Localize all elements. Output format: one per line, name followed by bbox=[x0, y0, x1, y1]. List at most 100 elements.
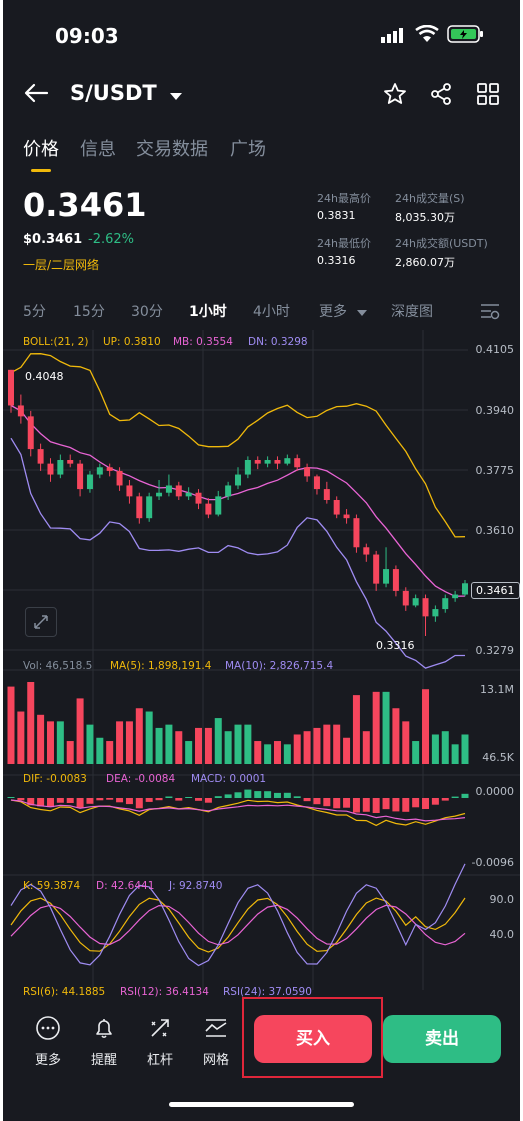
low-marker-label: 0.3316 bbox=[376, 639, 415, 652]
vol-ma5: MA(5): 1,898,191.4 bbox=[110, 660, 212, 672]
macd-bar bbox=[76, 798, 84, 808]
volume-bar bbox=[86, 724, 94, 764]
bottom-grid[interactable]: 网格 bbox=[193, 1015, 239, 1068]
volume-bar bbox=[204, 727, 212, 764]
macd-bar bbox=[195, 798, 203, 801]
home-indicator bbox=[169, 1102, 354, 1107]
macd-bar bbox=[293, 796, 301, 798]
macd-bar bbox=[224, 794, 232, 798]
volume-bar bbox=[96, 737, 104, 764]
candle-body bbox=[57, 460, 64, 475]
candle-body bbox=[264, 460, 271, 464]
low-label: 24h最低价 bbox=[317, 237, 371, 250]
timeframe-depth[interactable]: 深度图 bbox=[391, 304, 433, 320]
macd-bar bbox=[204, 798, 212, 803]
leverage-icon bbox=[147, 1019, 173, 1045]
tab-trading-data[interactable]: 交易数据 bbox=[136, 139, 208, 160]
volume-bar bbox=[17, 711, 25, 764]
boll-name: BOLL:(21, 2) bbox=[23, 336, 89, 348]
candle-body bbox=[195, 492, 202, 504]
volume-bar bbox=[56, 721, 64, 764]
candle-body bbox=[274, 460, 281, 464]
candle-body bbox=[77, 463, 84, 490]
network-tag[interactable]: 一层/二层网络 bbox=[23, 258, 100, 272]
macd-bar bbox=[323, 798, 331, 807]
sell-button[interactable]: 卖出 bbox=[383, 1015, 501, 1063]
fullscreen-icon[interactable] bbox=[25, 607, 57, 637]
timeframe-30m[interactable]: 30分 bbox=[131, 304, 163, 320]
volume-bar bbox=[323, 724, 331, 764]
app-screen: 09:03 S/USDT 价格 信息 交易数据 广场 0.3461 $0.346… bbox=[3, 0, 520, 1121]
candle-body bbox=[432, 609, 439, 617]
bottom-leverage[interactable]: 杠杆 bbox=[137, 1015, 183, 1068]
kline-chart[interactable] bbox=[3, 330, 520, 990]
pair-selector[interactable]: S/USDT bbox=[70, 81, 182, 105]
volume-bar bbox=[264, 744, 272, 764]
candle-body bbox=[235, 474, 241, 486]
grid-menu-icon[interactable] bbox=[476, 82, 500, 110]
macd-bar bbox=[7, 797, 15, 798]
candle-body bbox=[146, 496, 153, 519]
candle-body bbox=[323, 489, 330, 500]
candle-body bbox=[392, 569, 399, 591]
tab-square[interactable]: 广场 bbox=[230, 139, 266, 160]
macd-bar bbox=[37, 798, 45, 807]
vol-label: 24h成交量(S) bbox=[395, 192, 465, 205]
candle-body bbox=[313, 476, 320, 490]
macd-bar bbox=[431, 798, 439, 805]
boll-up: UP: 0.3810 bbox=[103, 336, 161, 348]
macd-bar bbox=[155, 798, 163, 801]
timeframe-5m[interactable]: 5分 bbox=[23, 304, 46, 320]
volume-bar bbox=[76, 698, 84, 764]
volume-bar bbox=[27, 682, 35, 764]
candle-body bbox=[304, 467, 311, 477]
bottom-alert-label: 提醒 bbox=[90, 1053, 117, 1068]
low-value: 0.3316 bbox=[317, 254, 356, 267]
timeframe-15m[interactable]: 15分 bbox=[73, 304, 105, 320]
kdj-d: D: 42.6441 bbox=[96, 880, 155, 892]
high-marker-label: 0.4048 bbox=[25, 370, 64, 383]
macd-bar bbox=[392, 798, 400, 812]
volume-bar bbox=[402, 721, 410, 764]
macd-axis-top: 0.0000 bbox=[475, 785, 515, 798]
bottom-grid-label: 网格 bbox=[202, 1053, 229, 1068]
timeframe-more[interactable]: 更多 bbox=[319, 301, 368, 321]
bottom-alert[interactable]: 提醒 bbox=[81, 1015, 127, 1068]
volume-bar bbox=[106, 741, 114, 764]
tab-info[interactable]: 信息 bbox=[80, 139, 116, 160]
timeframe-1h[interactable]: 1小时 bbox=[189, 304, 227, 320]
macd-bar bbox=[125, 798, 133, 805]
candle-body bbox=[254, 460, 261, 464]
kdj-j-line bbox=[10, 863, 466, 967]
macd-bar bbox=[214, 796, 222, 798]
candle-body bbox=[422, 598, 429, 617]
candle-body bbox=[284, 458, 291, 464]
timeframe-4h[interactable]: 4小时 bbox=[253, 304, 290, 320]
bottom-more[interactable]: 更多 bbox=[25, 1015, 71, 1068]
vol-axis-bottom: 46.5K bbox=[482, 751, 514, 764]
share-icon[interactable] bbox=[429, 82, 453, 110]
buy-button[interactable]: 买入 bbox=[254, 1015, 372, 1063]
rsi12: RSI(12): 36.4134 bbox=[120, 986, 209, 998]
macd-bar bbox=[264, 791, 272, 798]
volume-bar bbox=[313, 727, 321, 764]
volume-bar bbox=[303, 731, 311, 764]
macd-bar bbox=[461, 793, 469, 798]
star-icon[interactable] bbox=[383, 82, 407, 110]
status-time: 09:03 bbox=[55, 24, 119, 48]
turnover-value: 2,860.07万 bbox=[395, 256, 455, 269]
usd-price: $0.3461 bbox=[23, 232, 83, 247]
macd-bar bbox=[303, 798, 311, 802]
volume-bar bbox=[125, 721, 133, 764]
tab-price[interactable]: 价格 bbox=[23, 139, 59, 160]
chart-settings-icon[interactable] bbox=[479, 301, 501, 325]
grid-trading-icon bbox=[203, 1019, 229, 1045]
macd-bar bbox=[46, 798, 54, 808]
volume-bar bbox=[293, 734, 301, 764]
macd-bar bbox=[27, 798, 35, 806]
signal-icon bbox=[381, 27, 407, 47]
back-arrow-icon[interactable] bbox=[23, 82, 49, 108]
rsi24: RSI(24): 37.0590 bbox=[223, 986, 312, 998]
macd-bar bbox=[254, 791, 262, 798]
kdj-j: J: 92.8740 bbox=[169, 880, 223, 892]
